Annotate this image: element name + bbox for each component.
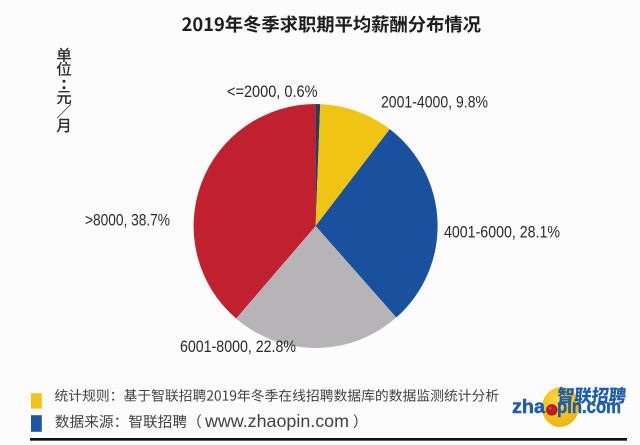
svg-text:zha: zha	[512, 397, 545, 418]
svg-text:www.zhaopin.com: www.zhaopin.com	[204, 411, 349, 431]
svg-text:<=2000, 0.6%: <=2000, 0.6%	[227, 82, 318, 101]
svg-text:4001-6000, 28.1%: 4001-6000, 28.1%	[444, 223, 560, 242]
svg-text:2001-4000, 9.8%: 2001-4000, 9.8%	[381, 93, 488, 112]
svg-text:6001-8000, 22.8%: 6001-8000, 22.8%	[180, 337, 296, 356]
svg-text:pin.com: pin.com	[557, 397, 621, 418]
svg-text:>8000, 38.7%: >8000, 38.7%	[85, 211, 170, 230]
